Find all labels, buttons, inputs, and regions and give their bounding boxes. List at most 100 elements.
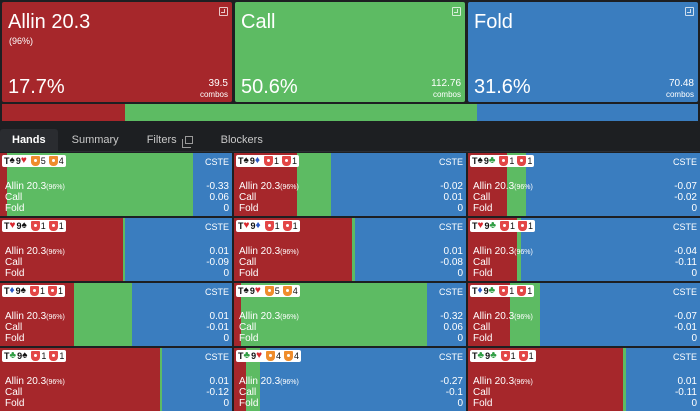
fold-ev-row: Fold 0 [473,268,697,279]
tab-hands[interactable]: Hands [0,129,58,151]
tab-filters[interactable]: Filters [133,129,207,151]
hand-cell[interactable]: T ♣ 9 ♣ 1 1 CSTE Allin 20.3(96%) 0.01 Call -0.11 Fo… [468,348,700,411]
hand-cell[interactable]: T ♠ 9 ♦ 1 1 CSTE Allin 20.3(96%) -0.02 Call 0.01 Fo… [234,153,466,216]
suit-icon: ♣ [489,220,497,231]
fold-frequency-bar [162,348,232,411]
tab-summary[interactable]: Summary [71,134,119,146]
card-rank: 9 [484,221,490,231]
hand-cell[interactable]: T ♦ 9 ♠ 1 1 CSTE Allin 20.3(96%) 0.01 Call -0.01 Fo… [0,283,232,346]
call-ev-value: 0.06 [443,322,463,333]
suit-icon: ♠ [20,285,26,296]
blocker-icon [263,156,273,166]
call-ev-value: -0.11 [674,387,697,398]
blocker-icon [264,286,274,296]
card-rank: T [238,156,244,166]
allin-label: Allin 20.3 [5,181,47,192]
blocker-count: 5 [40,156,46,166]
suit-icon: ♥ [477,220,484,231]
fold-ev-row: Fold 0 [5,268,229,279]
blocker-icon [47,286,57,296]
hand-cell[interactable]: T ♠ 9 ♣ 1 1 CSTE Allin 20.3(96%) -0.07 Call -0.02 F… [468,153,700,216]
allin-subtitle: (96%) [280,314,299,321]
blocker-count: 1 [291,156,297,166]
cste-label: CSTE [438,352,463,362]
call-ev-value: -0.08 [440,257,463,268]
action-card-title: Allin 20.3 [8,11,91,33]
hand-cell[interactable]: T ♠ 9 ♥ 5 4 CSTE Allin 20.3(96%) -0.33 Call 0.06 Fo… [0,153,232,216]
call-ev-label: Call [473,257,491,268]
card-rank: 9 [250,221,256,231]
fold-ev-value: 0 [691,268,697,279]
blocker-count: 1 [58,221,64,231]
hand-combo-label: T ♣ 9 ♣ 1 1 [470,350,536,362]
action-card-combos: 112.76 [431,78,461,89]
suit-icon: ♠ [22,350,28,361]
card-rank: T [238,221,244,231]
hand-cell[interactable]: T ♣ 9 ♠ 1 1 CSTE Allin 20.3(96%) 0.01 Call -0.12 Fo… [0,348,232,411]
allin-subtitle: (96%) [514,379,533,386]
blocker-count: 1 [509,286,515,296]
tab-filters-label: Filters [146,134,177,146]
fold-ev-label: Fold [5,398,25,409]
expand-icon[interactable] [452,7,461,16]
hand-cell[interactable]: T ♣ 9 ♥ 4 4 CSTE Allin 20.3(96%) -0.27 Call -0.1 Fo… [234,348,466,411]
allin-ev-label: Allin 20.3(96%) [473,181,533,193]
expand-icon[interactable] [685,7,694,16]
blocker-icon [282,286,292,296]
hand-cell[interactable]: T ♥ 9 ♠ 1 1 CSTE Allin 20.3(96%) 0.01 Call -0.09 Fo… [0,218,232,281]
cste-label: CSTE [672,222,697,232]
blocker-icon [518,351,528,361]
hand-cell[interactable]: T ♠ 9 ♥ 5 4 CSTE Allin 20.3(96%) -0.32 Call 0.06 Fo… [234,283,466,346]
hand-combo-label: T ♦ 9 ♣ 1 1 [470,285,535,297]
hand-cell[interactable]: T ♦ 9 ♣ 1 1 CSTE Allin 20.3(96%) -0.07 Call -0.01 F… [468,283,700,346]
suit-icon: ♣ [477,350,485,361]
cste-label: CSTE [438,222,463,232]
hand-cell[interactable]: T ♥ 9 ♣ 1 1 CSTE Allin 20.3(96%) -0.04 Call -0.11 F… [468,218,700,281]
tab-blockers[interactable]: Blockers [220,134,263,146]
call-ev-value: -0.11 [674,257,697,268]
suit-icon: ♦ [477,285,483,296]
call-frequency-bar [296,153,332,216]
cste-label: CSTE [204,157,229,167]
card-rank: 9 [17,351,23,361]
allin-label: Allin 20.3 [239,311,281,322]
aggregate-allin-segment [2,104,126,121]
card-rank: T [238,351,244,361]
hand-cell[interactable]: T ♥ 9 ♦ 1 1 CSTE Allin 20.3(96%) 0.01 Call -0.08 Fo… [234,218,466,281]
allin-ev-row: Allin 20.3(96%) 0.01 [473,376,697,388]
action-card-frequency: 50.6% [241,76,298,98]
aggregate-frequency-bar [2,104,698,121]
action-card-title: Fold [474,11,513,33]
suit-icon: ♥ [20,155,27,166]
suit-icon: ♣ [488,285,496,296]
allin-ev-value: 0.01 [209,246,229,257]
fold-frequency-bar [132,283,232,346]
suit-icon: ♦ [254,155,260,166]
allin-subtitle: (96%) [514,314,533,321]
hand-combo-label: T ♣ 9 ♥ 4 4 [236,350,302,362]
action-card-call[interactable]: Call 50.6% 112.76 combos [235,2,465,102]
hand-combo-label: T ♠ 9 ♥ 5 4 [236,285,300,297]
card-rank: 9 [249,286,255,296]
card-rank: 9 [249,156,255,166]
action-card-allin[interactable]: Allin 20.3 (96%) 17.7% 39.5 combos [2,2,232,102]
expand-icon[interactable] [219,7,228,16]
blocker-icon [266,351,276,361]
blocker-count: 4 [294,351,300,361]
action-card-combos-unit: combos [432,90,461,99]
action-card-fold[interactable]: Fold 31.6% 70.48 combos [468,2,698,102]
allin-ev-value: -0.02 [440,181,463,192]
call-ev-row: Call -0.11 [473,387,697,398]
copy-icon[interactable] [181,136,193,148]
allin-ev-row: Allin 20.3(96%) -0.32 [239,311,463,323]
hand-combo-label: T ♠ 9 ♥ 5 4 [2,155,66,167]
call-ev-label: Call [5,322,23,333]
blocker-icon [48,221,58,231]
suit-icon: ♠ [9,155,15,166]
allin-ev-row: Allin 20.3(96%) -0.27 [239,376,463,388]
blocker-icon [30,156,40,166]
allin-ev-row: Allin 20.3(96%) 0.01 [5,311,229,323]
blocker-icon [30,221,40,231]
fold-frequency-bar [331,153,466,216]
fold-ev-label: Fold [239,203,259,214]
